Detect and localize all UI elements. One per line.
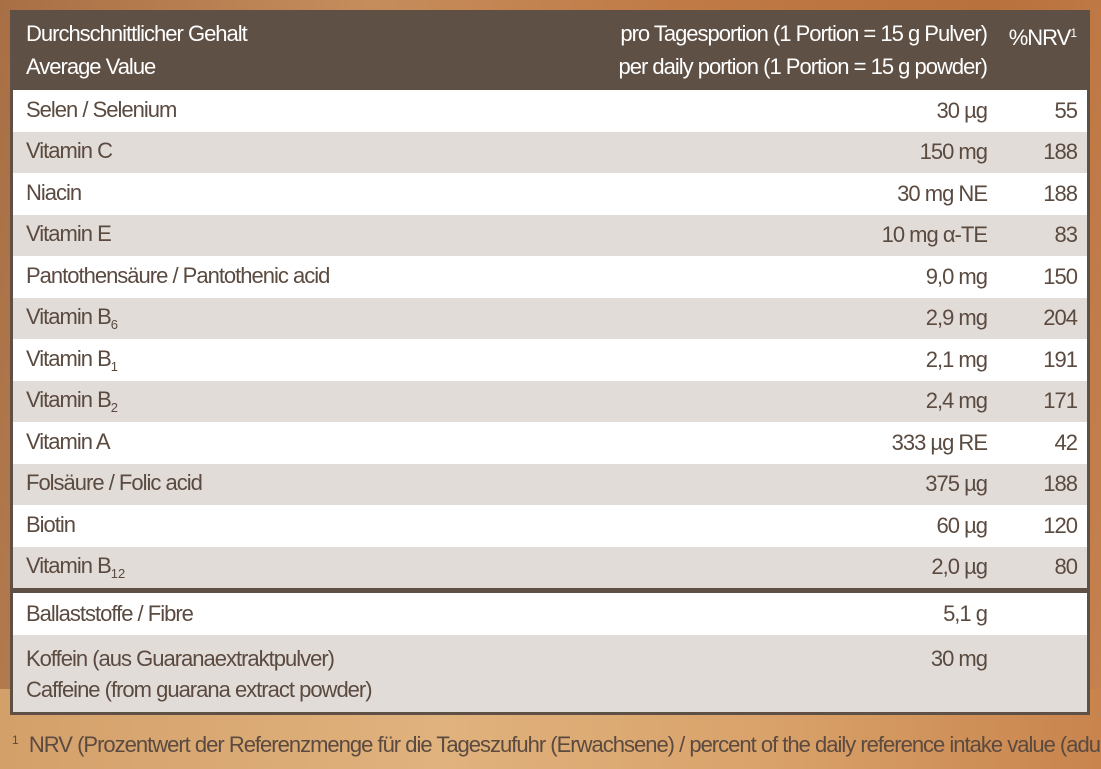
nutrient-amount: 10 mg α-TE: [881, 222, 988, 248]
nutrient-name: Vitamin B1: [13, 346, 573, 374]
nutrient-amount: 333 µg RE: [891, 429, 988, 455]
header-nrv-label: %NRV: [1008, 25, 1072, 50]
nutrient-name: Niacin: [13, 180, 573, 208]
nutrient-nrv: 80: [1054, 554, 1078, 580]
nutrient-name-text: Selen / Selenium: [26, 96, 177, 122]
nutrient-amount: 30 mg NE: [897, 180, 988, 206]
nutrient-nrv: 188: [1043, 139, 1078, 165]
nutrient-amount: 5,1 g: [943, 600, 988, 626]
nutrient-amount: 375 µg: [925, 471, 988, 497]
table-row: Folsäure / Folic acid 375 µg 188: [13, 463, 1087, 505]
nutrient-nrv: 191: [1043, 346, 1078, 372]
nutrient-name-text: Niacin: [26, 179, 82, 205]
nutrient-amount: 2,0 µg: [931, 554, 988, 580]
table-row: Niacin 30 mg NE 188: [13, 173, 1087, 215]
nutrient-nrv: 83: [1054, 222, 1078, 248]
nutrient-nrv: 171: [1043, 388, 1078, 414]
nutrient-name: Folsäure / Folic acid: [13, 470, 573, 498]
nutrient-rows: Selen / Selenium 30 µg 55 Vitamin C 150 m…: [13, 90, 1087, 588]
footnote-text: NRV (Prozentwert der Referenzmenge für d…: [28, 732, 1101, 757]
nutrient-name: Vitamin B12: [13, 553, 573, 581]
table-row: Selen / Selenium 30 µg 55: [13, 90, 1087, 132]
nutrient-nrv: 150: [1043, 263, 1078, 289]
table-header: Durchschnittlicher Gehalt Average Value …: [13, 10, 1087, 90]
nutrient-name: Koffein (aus Guaranaextraktpulver) Caffe…: [13, 643, 573, 705]
nutrient-subscript: 1: [110, 358, 118, 374]
nutrient-nrv: 120: [1043, 512, 1078, 538]
nutrient-amount: 30 µg: [936, 97, 989, 123]
nutrient-name-text: Vitamin B: [26, 304, 112, 330]
nutrient-amount: 150 mg: [919, 139, 988, 165]
table-row: Vitamin B1 2,1 mg 191: [13, 339, 1087, 381]
nutrient-nrv: 42: [1054, 429, 1078, 455]
nutrient-nrv: 188: [1043, 180, 1078, 206]
nutrition-table: Durchschnittlicher Gehalt Average Value …: [10, 10, 1090, 715]
header-label-de: Durchschnittlicher Gehalt: [26, 21, 248, 46]
nutrient-name: Biotin: [13, 512, 573, 540]
nutrient-name-text: Vitamin A: [26, 428, 111, 454]
footnote-marker: 1: [12, 733, 19, 747]
nutrient-name-text: Vitamin E: [26, 221, 112, 247]
nutrient-amount: 9,0 mg: [925, 263, 988, 289]
nutrient-name: Selen / Selenium: [13, 97, 573, 125]
nutrient-subscript: 6: [110, 317, 118, 333]
nutrient-amount: 2,1 mg: [925, 346, 988, 372]
nutrient-name-text: Vitamin B: [26, 387, 112, 413]
divider: [13, 588, 1087, 593]
nutrient-amount: 30 mg: [930, 645, 988, 671]
nutrient-name-text: Vitamin B: [26, 553, 112, 579]
nutrient-name-text: Folsäure / Folic acid: [26, 470, 203, 496]
nutrient-amount: 2,4 mg: [925, 388, 988, 414]
header-average-value: Durchschnittlicher Gehalt Average Value: [13, 17, 573, 90]
header-nrv-sup: 1: [1070, 26, 1077, 40]
table-row: Vitamin B2 2,4 mg 171: [13, 380, 1087, 422]
table-row: Vitamin A 333 µg RE 42: [13, 422, 1087, 464]
header-nrv: %NRV1: [987, 17, 1077, 90]
table-row: Vitamin E 10 mg α-TE 83: [13, 214, 1087, 256]
nutrient-name-de: Koffein (aus Guaranaextraktpulver): [26, 645, 335, 671]
nutrient-name-en: Caffeine (from guarana extract powder): [26, 676, 373, 702]
nutrient-name-text: Pantothensäure / Pantothenic acid: [26, 262, 330, 288]
table-row: Vitamin B6 2,9 mg 204: [13, 297, 1087, 339]
nutrient-name-text: Biotin: [26, 511, 76, 537]
nutrient-name: Ballaststoffe / Fibre: [26, 600, 194, 626]
nutrient-name-text: Vitamin C: [26, 138, 113, 164]
nutrient-name: Pantothensäure / Pantothenic acid: [13, 263, 573, 291]
nutrient-name: Vitamin B6: [13, 304, 573, 332]
nutrient-name: Vitamin C: [13, 138, 573, 166]
header-per-portion: pro Tagesportion (1 Portion = 15 g Pulve…: [573, 17, 988, 90]
table-row: Ballaststoffe / Fibre 5,1 g: [13, 593, 1087, 635]
table-row: Koffein (aus Guaranaextraktpulver) Caffe…: [13, 634, 1087, 712]
header-portion-de: pro Tagesportion (1 Portion = 15 g Pulve…: [620, 21, 988, 46]
table-row: Pantothensäure / Pantothenic acid 9,0 mg…: [13, 256, 1087, 298]
table-row: Vitamin C 150 mg 188: [13, 131, 1087, 173]
nutrient-name: Vitamin B2: [13, 387, 573, 415]
nutrient-nrv: 204: [1043, 305, 1078, 331]
table-row: Biotin 60 µg 120: [13, 505, 1087, 547]
nutrient-nrv: 55: [1054, 97, 1078, 123]
nutrient-subscript: 12: [110, 566, 126, 582]
nutrient-name: Vitamin E: [13, 221, 573, 249]
nutrient-name-text: Vitamin B: [26, 345, 112, 371]
header-label-en: Average Value: [26, 54, 156, 79]
nutrient-nrv: 188: [1043, 471, 1078, 497]
nutrient-subscript: 2: [110, 400, 118, 416]
nutrient-amount: 2,9 mg: [925, 305, 988, 331]
table-row: Vitamin B12 2,0 µg 80: [13, 546, 1087, 588]
footnote: 1 NRV (Prozentwert der Referenzmenge für…: [12, 732, 1101, 758]
nutrient-amount: 60 µg: [936, 512, 989, 538]
header-portion-en: per daily portion (1 Portion = 15 g powd…: [618, 54, 988, 79]
nutrient-name: Vitamin A: [13, 429, 573, 457]
